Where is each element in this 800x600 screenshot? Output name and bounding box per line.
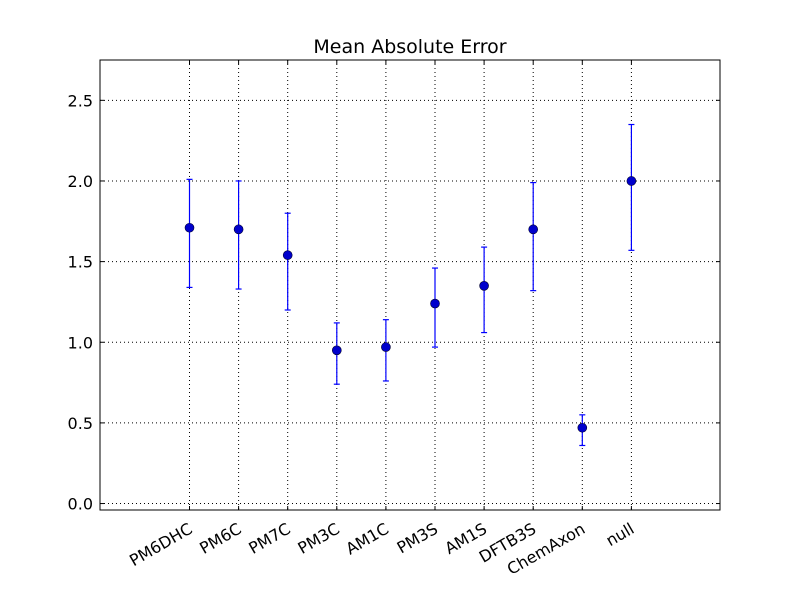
- y-tick-label: 2.0: [68, 172, 93, 191]
- y-tick-label: 0.5: [68, 414, 93, 433]
- data-point: [430, 298, 440, 309]
- data-point: [184, 222, 195, 233]
- data-point: [479, 281, 489, 291]
- y-tick-label: 1.5: [68, 253, 93, 272]
- x-tick-label: PM6C: [196, 519, 244, 558]
- x-axis-ticks: PM6DHC PM6C PM7C PM3C AM1C PM3S AM1SDFTB3SChem…: [126, 60, 637, 579]
- data-point: [626, 176, 637, 186]
- data-points: [184, 176, 637, 433]
- y-axis-ticks: 0.0 0.5 1.0 1.5 2.0 2.5: [68, 91, 720, 514]
- x-tick-label: PM3C: [294, 519, 342, 558]
- y-tick-label: 0.0: [68, 495, 93, 514]
- data-point: [381, 342, 391, 352]
- data-point: [282, 250, 293, 260]
- y-tick-label: 2.5: [68, 91, 93, 110]
- data-point: [331, 345, 342, 356]
- data-point: [528, 224, 539, 235]
- y-tick-label: 1.0: [68, 333, 93, 352]
- x-tick-label: null: [603, 519, 638, 550]
- plot-frame: [99, 59, 721, 511]
- x-tick-label: PM3S: [394, 519, 441, 557]
- data-point: [233, 224, 244, 235]
- x-tick-label: PM6DHC: [126, 519, 195, 570]
- x-tick-label: PM7C: [245, 519, 293, 558]
- grid-lines: [100, 60, 720, 510]
- error-bars: [186, 123, 635, 447]
- chart-title: Mean Absolute Error: [313, 36, 506, 58]
- data-point: [577, 422, 588, 433]
- x-tick-label: AM1C: [342, 519, 391, 559]
